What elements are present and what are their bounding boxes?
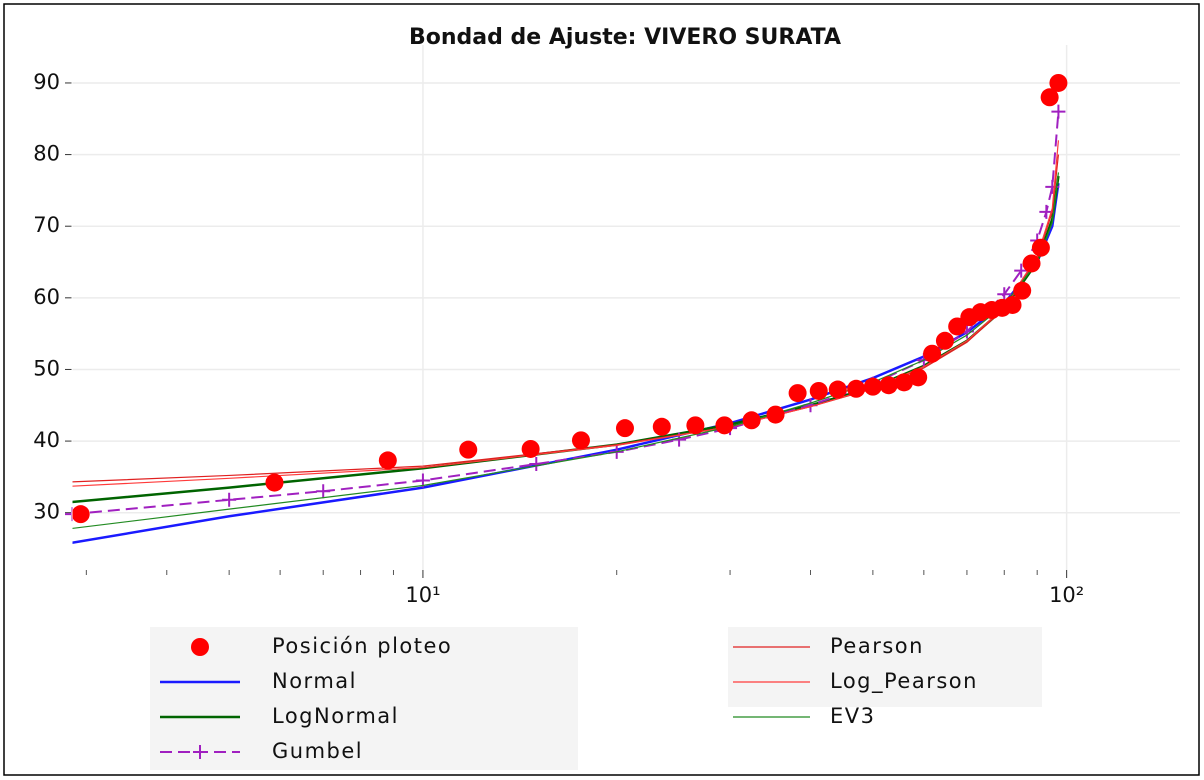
point: [1049, 73, 1068, 92]
line-marker: [222, 492, 237, 507]
point: [652, 417, 671, 436]
point: [828, 380, 847, 399]
point: [615, 419, 634, 438]
point: [1003, 295, 1022, 314]
point: [1013, 281, 1032, 300]
legend-label: Pearson: [830, 634, 924, 658]
legend-label: Normal: [272, 669, 357, 693]
point: [265, 473, 284, 492]
point: [686, 416, 705, 435]
point: [1022, 254, 1041, 273]
legend-label: Gumbel: [272, 739, 363, 763]
point: [909, 368, 928, 387]
chart-title: Bondad de Ajuste: VIVERO SURATA: [409, 25, 841, 50]
legend-label: Posición ploteo: [272, 634, 452, 658]
point: [1031, 238, 1050, 257]
point: [923, 344, 942, 363]
line-marker: [1014, 263, 1029, 278]
line-marker: [529, 456, 544, 471]
legend-label: EV3: [830, 704, 876, 728]
point: [521, 439, 540, 458]
y-tick-label: 50: [33, 356, 60, 380]
y-tick-label: 70: [33, 213, 60, 237]
point: [948, 317, 967, 336]
x-tick-label: 10¹: [405, 583, 440, 607]
point: [879, 376, 898, 395]
point: [895, 373, 914, 392]
point: [935, 331, 954, 350]
point: [1040, 88, 1059, 107]
legend-marker: [193, 745, 207, 759]
point: [715, 416, 734, 435]
line-marker: [1051, 104, 1066, 119]
legend-box: [728, 627, 1042, 707]
point: [72, 505, 90, 524]
point: [571, 431, 590, 450]
point: [378, 451, 397, 470]
x-tick-label: 10²: [1049, 583, 1084, 607]
point: [766, 405, 785, 424]
y-tick-label: 40: [33, 428, 60, 452]
y-tick-label: 60: [33, 285, 60, 309]
point: [847, 379, 866, 398]
legend-label: Log_Pearson: [830, 669, 978, 694]
legend-marker: [191, 638, 209, 656]
point: [742, 411, 761, 430]
point: [863, 377, 882, 396]
y-tick-label: 30: [33, 500, 60, 524]
line-marker: [997, 287, 1012, 302]
line-marker: [316, 484, 331, 499]
y-tick-label: 80: [33, 142, 60, 166]
y-tick-label: 90: [33, 70, 60, 94]
legend-label: LogNormal: [272, 704, 399, 728]
point: [788, 384, 807, 403]
point: [809, 381, 828, 400]
legend-box: [150, 627, 578, 770]
point: [459, 440, 478, 459]
